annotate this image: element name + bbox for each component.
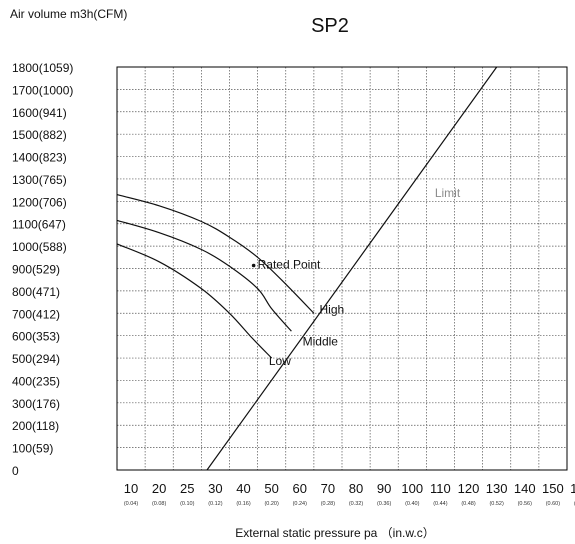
x-tick-sublabel: (0.56) bbox=[518, 501, 533, 507]
y-tick-label: 1600(941) bbox=[12, 106, 67, 120]
grid bbox=[117, 67, 567, 470]
x-tick-label: 120 bbox=[458, 481, 480, 496]
chart-title: SP2 bbox=[311, 15, 349, 37]
y-tick-label: 1100(647) bbox=[12, 218, 66, 232]
x-tick-label: 20 bbox=[152, 481, 166, 496]
x-tick-sublabel: (0.08) bbox=[152, 501, 167, 507]
x-tick-sublabel: (0.64) bbox=[574, 501, 575, 507]
y-tick-label: 300(176) bbox=[12, 397, 60, 411]
x-tick-label: 140 bbox=[514, 481, 536, 496]
y-tick-label: 700(412) bbox=[12, 307, 60, 321]
y-tick-label: 800(471) bbox=[12, 285, 60, 299]
plot-frame bbox=[116, 66, 568, 471]
x-tick-sublabel: (0.52) bbox=[489, 501, 504, 507]
x-tick-sublabel: (0.60) bbox=[546, 501, 561, 507]
x-tick-sublabel: (0.10) bbox=[180, 501, 195, 507]
series-group bbox=[116, 66, 498, 471]
y-tick-label: 0 bbox=[12, 464, 19, 478]
x-tick-sublabel: (0.32) bbox=[349, 501, 364, 507]
y-tick-label: 600(353) bbox=[12, 330, 60, 344]
x-tick-sublabel: (0.48) bbox=[461, 501, 476, 507]
x-tick-sublabel: (0.20) bbox=[264, 501, 279, 507]
annotation-rated-point: Rated Point bbox=[258, 258, 321, 272]
series-line-low bbox=[116, 243, 273, 359]
x-tick-label: 50 bbox=[264, 481, 278, 496]
x-tick-label: 30 bbox=[208, 481, 222, 496]
x-tick-label: 25 bbox=[180, 481, 194, 496]
x-tick-sublabel: (0.24) bbox=[293, 501, 308, 507]
y-tick-label: 900(529) bbox=[12, 263, 60, 277]
y-tick-label: 1000(588) bbox=[12, 240, 67, 254]
x-tick-label: 90 bbox=[377, 481, 391, 496]
annotation-limit: Limit bbox=[435, 186, 461, 200]
annotation-high: High bbox=[320, 302, 345, 316]
x-tick-sublabel: (0.16) bbox=[236, 501, 251, 507]
x-tick-label: 80 bbox=[349, 481, 363, 496]
label-group: 0 100(59) 200(118) 300(176) 400(235) 500(294)… bbox=[12, 61, 575, 507]
x-tick-label: 40 bbox=[236, 481, 250, 496]
x-tick-sublabel: (0.12) bbox=[208, 501, 223, 507]
y-axis-label: Air volume m3h(CFM) bbox=[10, 7, 127, 21]
y-tick-label: 500(294) bbox=[12, 352, 60, 366]
y-tick-label: 400(235) bbox=[12, 374, 60, 388]
x-tick-label: 160 bbox=[570, 481, 575, 496]
series-line-high bbox=[116, 194, 315, 314]
y-tick-label: 1800(1059) bbox=[12, 61, 73, 75]
x-tick-sublabel: (0.28) bbox=[321, 501, 336, 507]
x-tick-label: 130 bbox=[486, 481, 508, 496]
x-tick-sublabel: (0.44) bbox=[433, 501, 448, 507]
series-line-middle bbox=[116, 219, 292, 332]
x-tick-label: 60 bbox=[293, 481, 307, 496]
y-tick-label: 1300(765) bbox=[12, 173, 67, 187]
y-tick-label: 100(59) bbox=[12, 442, 53, 456]
x-tick-label: 70 bbox=[321, 481, 335, 496]
y-tick-label: 1400(823) bbox=[12, 151, 67, 165]
y-tick-label: 1500(882) bbox=[12, 128, 67, 142]
annotation-middle: Middle bbox=[303, 335, 339, 349]
series-line-limit bbox=[206, 66, 498, 471]
x-tick-label: 10 bbox=[124, 481, 138, 496]
x-tick-sublabel: (0.04) bbox=[124, 501, 139, 507]
y-tick-label: 200(118) bbox=[12, 419, 59, 433]
x-tick-label: 150 bbox=[542, 481, 564, 496]
x-tick-sublabel: (0.40) bbox=[405, 501, 420, 507]
x-tick-sublabel: (0.36) bbox=[377, 501, 392, 507]
annotation-low: Low bbox=[269, 354, 291, 368]
y-tick-label: 1200(706) bbox=[12, 195, 67, 209]
y-tick-label: 1700(1000) bbox=[12, 83, 73, 97]
rated-point-marker bbox=[251, 263, 256, 268]
x-axis-label: External static pressure pa （in.w.c） bbox=[235, 526, 434, 540]
x-tick-label: 100 bbox=[401, 481, 423, 496]
x-tick-label: 110 bbox=[430, 481, 451, 496]
